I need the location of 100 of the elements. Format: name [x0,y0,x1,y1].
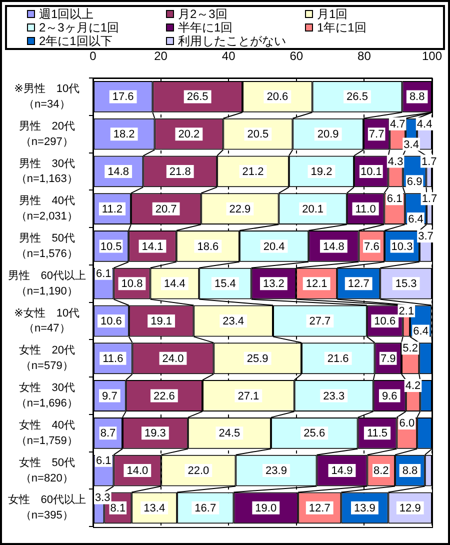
data-label: 24.0 [162,352,184,365]
data-label: 18.6 [197,240,219,253]
data-label: 5.2 [402,342,418,355]
data-label: 10.5 [100,240,122,253]
data-label: 15.3 [395,278,417,290]
data-label: 9.6 [382,390,398,402]
data-label: 21.8 [169,166,191,178]
data-label: 8.7 [100,428,116,440]
data-label: 8.8 [409,91,425,104]
data-label: 16.7 [194,502,216,514]
data-label: 9.7 [102,390,118,402]
data-label: 27.7 [309,316,331,328]
legend-label: 1年に1回 [317,20,366,34]
data-label: 24.5 [218,428,240,440]
data-label: 8.8 [402,465,418,478]
data-label: 11.2 [102,203,123,216]
data-label: 3.7 [418,230,434,243]
data-label: 20.9 [317,128,339,141]
x-tick-label: 100 [422,49,442,64]
data-label: 20.7 [155,203,177,216]
data-label: 20.6 [266,91,288,104]
data-label: 10.6 [374,316,396,328]
data-label: 6.4 [408,214,424,226]
data-label: 10.6 [100,316,122,328]
data-label: 20.1 [302,203,324,216]
data-label: 11.5 [366,428,388,440]
data-label: 21.2 [242,166,264,178]
data-label: 25.6 [304,428,326,440]
data-label: 20.4 [263,240,285,253]
data-label: 12.9 [399,502,421,514]
y-tick-label: 男性 20代（n=297） [18,120,76,148]
legend-label: 月2～3回 [178,6,228,21]
y-tick-label: 男性 40代（n=2,031） [16,195,78,223]
data-label: 12.7 [308,502,330,514]
data-label: 20.5 [247,128,269,141]
x-tick-label: 0 [90,49,97,64]
x-tick-label: 60 [290,49,304,64]
data-label: 14.8 [108,166,130,178]
data-label: 10.1 [360,166,382,178]
data-label: 6.1 [386,193,402,206]
data-label: 14.0 [126,465,148,478]
y-tick-label: ※女性 10代（n=47） [14,307,80,335]
y-tick-label: 女性 40代（n=1,759） [16,419,78,447]
data-label: 11.0 [355,203,376,216]
y-tick-label: 男性 30代（n=1,163） [16,158,78,186]
data-label: 6.4 [413,326,428,338]
data-label: 10.3 [391,240,413,253]
data-label: 14.4 [164,278,186,290]
data-label: 7.6 [364,240,380,253]
data-label: 6.9 [406,176,422,188]
data-label: 4.2 [405,380,421,392]
data-label: 27.1 [238,390,260,402]
data-label: 8.2 [374,465,389,478]
y-tick-label: 女性 20代（n=579） [18,344,76,372]
data-label: 26.5 [186,91,208,104]
data-label: 21.6 [327,352,349,365]
x-tick-label: 80 [358,49,372,64]
data-label: 18.2 [113,128,135,141]
y-tick-label: 女性 50代（n=820） [18,456,76,484]
data-label: 7.9 [380,352,396,365]
data-label: 4.3 [388,156,404,168]
data-label: 12.1 [306,278,328,290]
data-label: 8.1 [110,502,126,514]
data-label: 19.1 [150,316,172,328]
data-label: 3.4 [404,138,419,151]
data-label: 20.2 [178,128,200,141]
y-tick-label: 男性 60代以上（n=1,190） [8,268,86,298]
y-tick-label: 女性 30代（n=1,696） [16,382,78,410]
legend-label: 週1回以上 [39,6,94,21]
data-label: 22.0 [188,465,210,478]
x-tick-label: 20 [154,49,168,64]
data-label: 7.7 [368,128,384,141]
data-label: 13.9 [354,502,376,514]
data-label: 23.9 [266,465,287,478]
data-label: 15.4 [214,278,236,290]
data-label: 6.0 [399,417,415,430]
legend-label: 2年に1回以下 [39,34,112,48]
data-label: 19.2 [310,166,332,178]
data-label: 11.6 [102,352,124,365]
data-label: 23.4 [222,316,244,328]
data-label: 17.6 [112,91,134,104]
data-label: 23.3 [323,390,345,402]
data-label: 19.3 [144,428,166,440]
data-label: 14.1 [142,240,164,253]
legend-label: 利用したことがない [178,34,286,48]
x-tick-label: 40 [222,49,236,64]
data-label: 12.7 [348,278,370,290]
data-label: 26.5 [346,91,368,104]
data-label: 10.8 [121,278,143,290]
data-label: 13.4 [144,502,166,514]
data-label: 4.4 [416,118,432,130]
y-tick-label: ※男性 10代（n=34） [14,83,80,110]
data-label: 6.1 [96,454,112,467]
legend-label: 月1回 [317,6,348,21]
data-label: 13.2 [262,278,284,290]
data-label: 14.9 [331,465,353,478]
data-label: 3.3 [94,492,110,504]
data-label: 1.7 [421,156,437,168]
data-label: 19.0 [255,502,277,514]
data-label: 25.9 [246,352,268,365]
